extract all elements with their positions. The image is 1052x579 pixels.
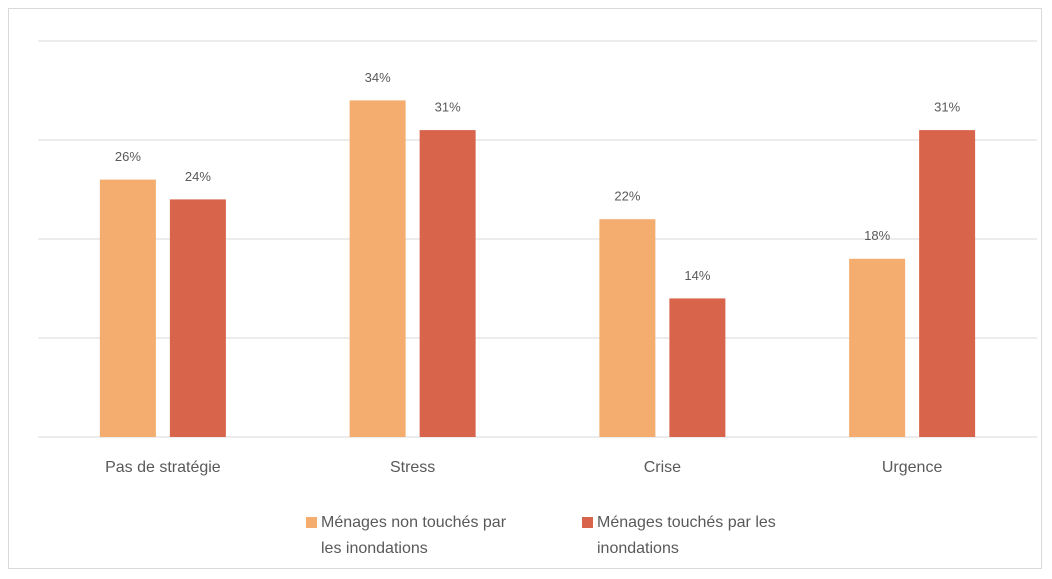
data-label: 18% [864, 228, 890, 243]
bar [169, 199, 226, 437]
data-label: 22% [614, 189, 640, 204]
legend-item: Ménages touchés par les inondations [582, 510, 844, 562]
legend-label: Ménages touchés par les inondations [597, 514, 776, 557]
data-label: 26% [115, 149, 141, 164]
legend-swatch [306, 517, 317, 528]
x-tick-label: Pas de stratégie [105, 459, 221, 476]
x-tick-label: Crise [644, 459, 681, 476]
data-label: 34% [365, 70, 391, 85]
data-label: 31% [435, 100, 461, 115]
x-tick-label: Urgence [882, 459, 943, 476]
x-tick-label: Stress [390, 459, 435, 476]
bar [669, 298, 726, 437]
bar [599, 219, 656, 437]
bar [99, 179, 156, 437]
bar [849, 258, 906, 437]
data-label: 24% [185, 169, 211, 184]
data-label: 14% [684, 268, 710, 283]
legend: Ménages non touchés par les inondations M… [306, 510, 844, 562]
legend-item: Ménages non touchés par les inondations [306, 510, 568, 562]
legend-swatch [582, 517, 593, 528]
data-label: 31% [934, 100, 960, 115]
bar [419, 130, 476, 437]
bar [349, 100, 406, 438]
bar [919, 130, 976, 437]
chart-frame [8, 8, 1042, 569]
legend-label: Ménages non touchés par les inondations [321, 514, 507, 557]
